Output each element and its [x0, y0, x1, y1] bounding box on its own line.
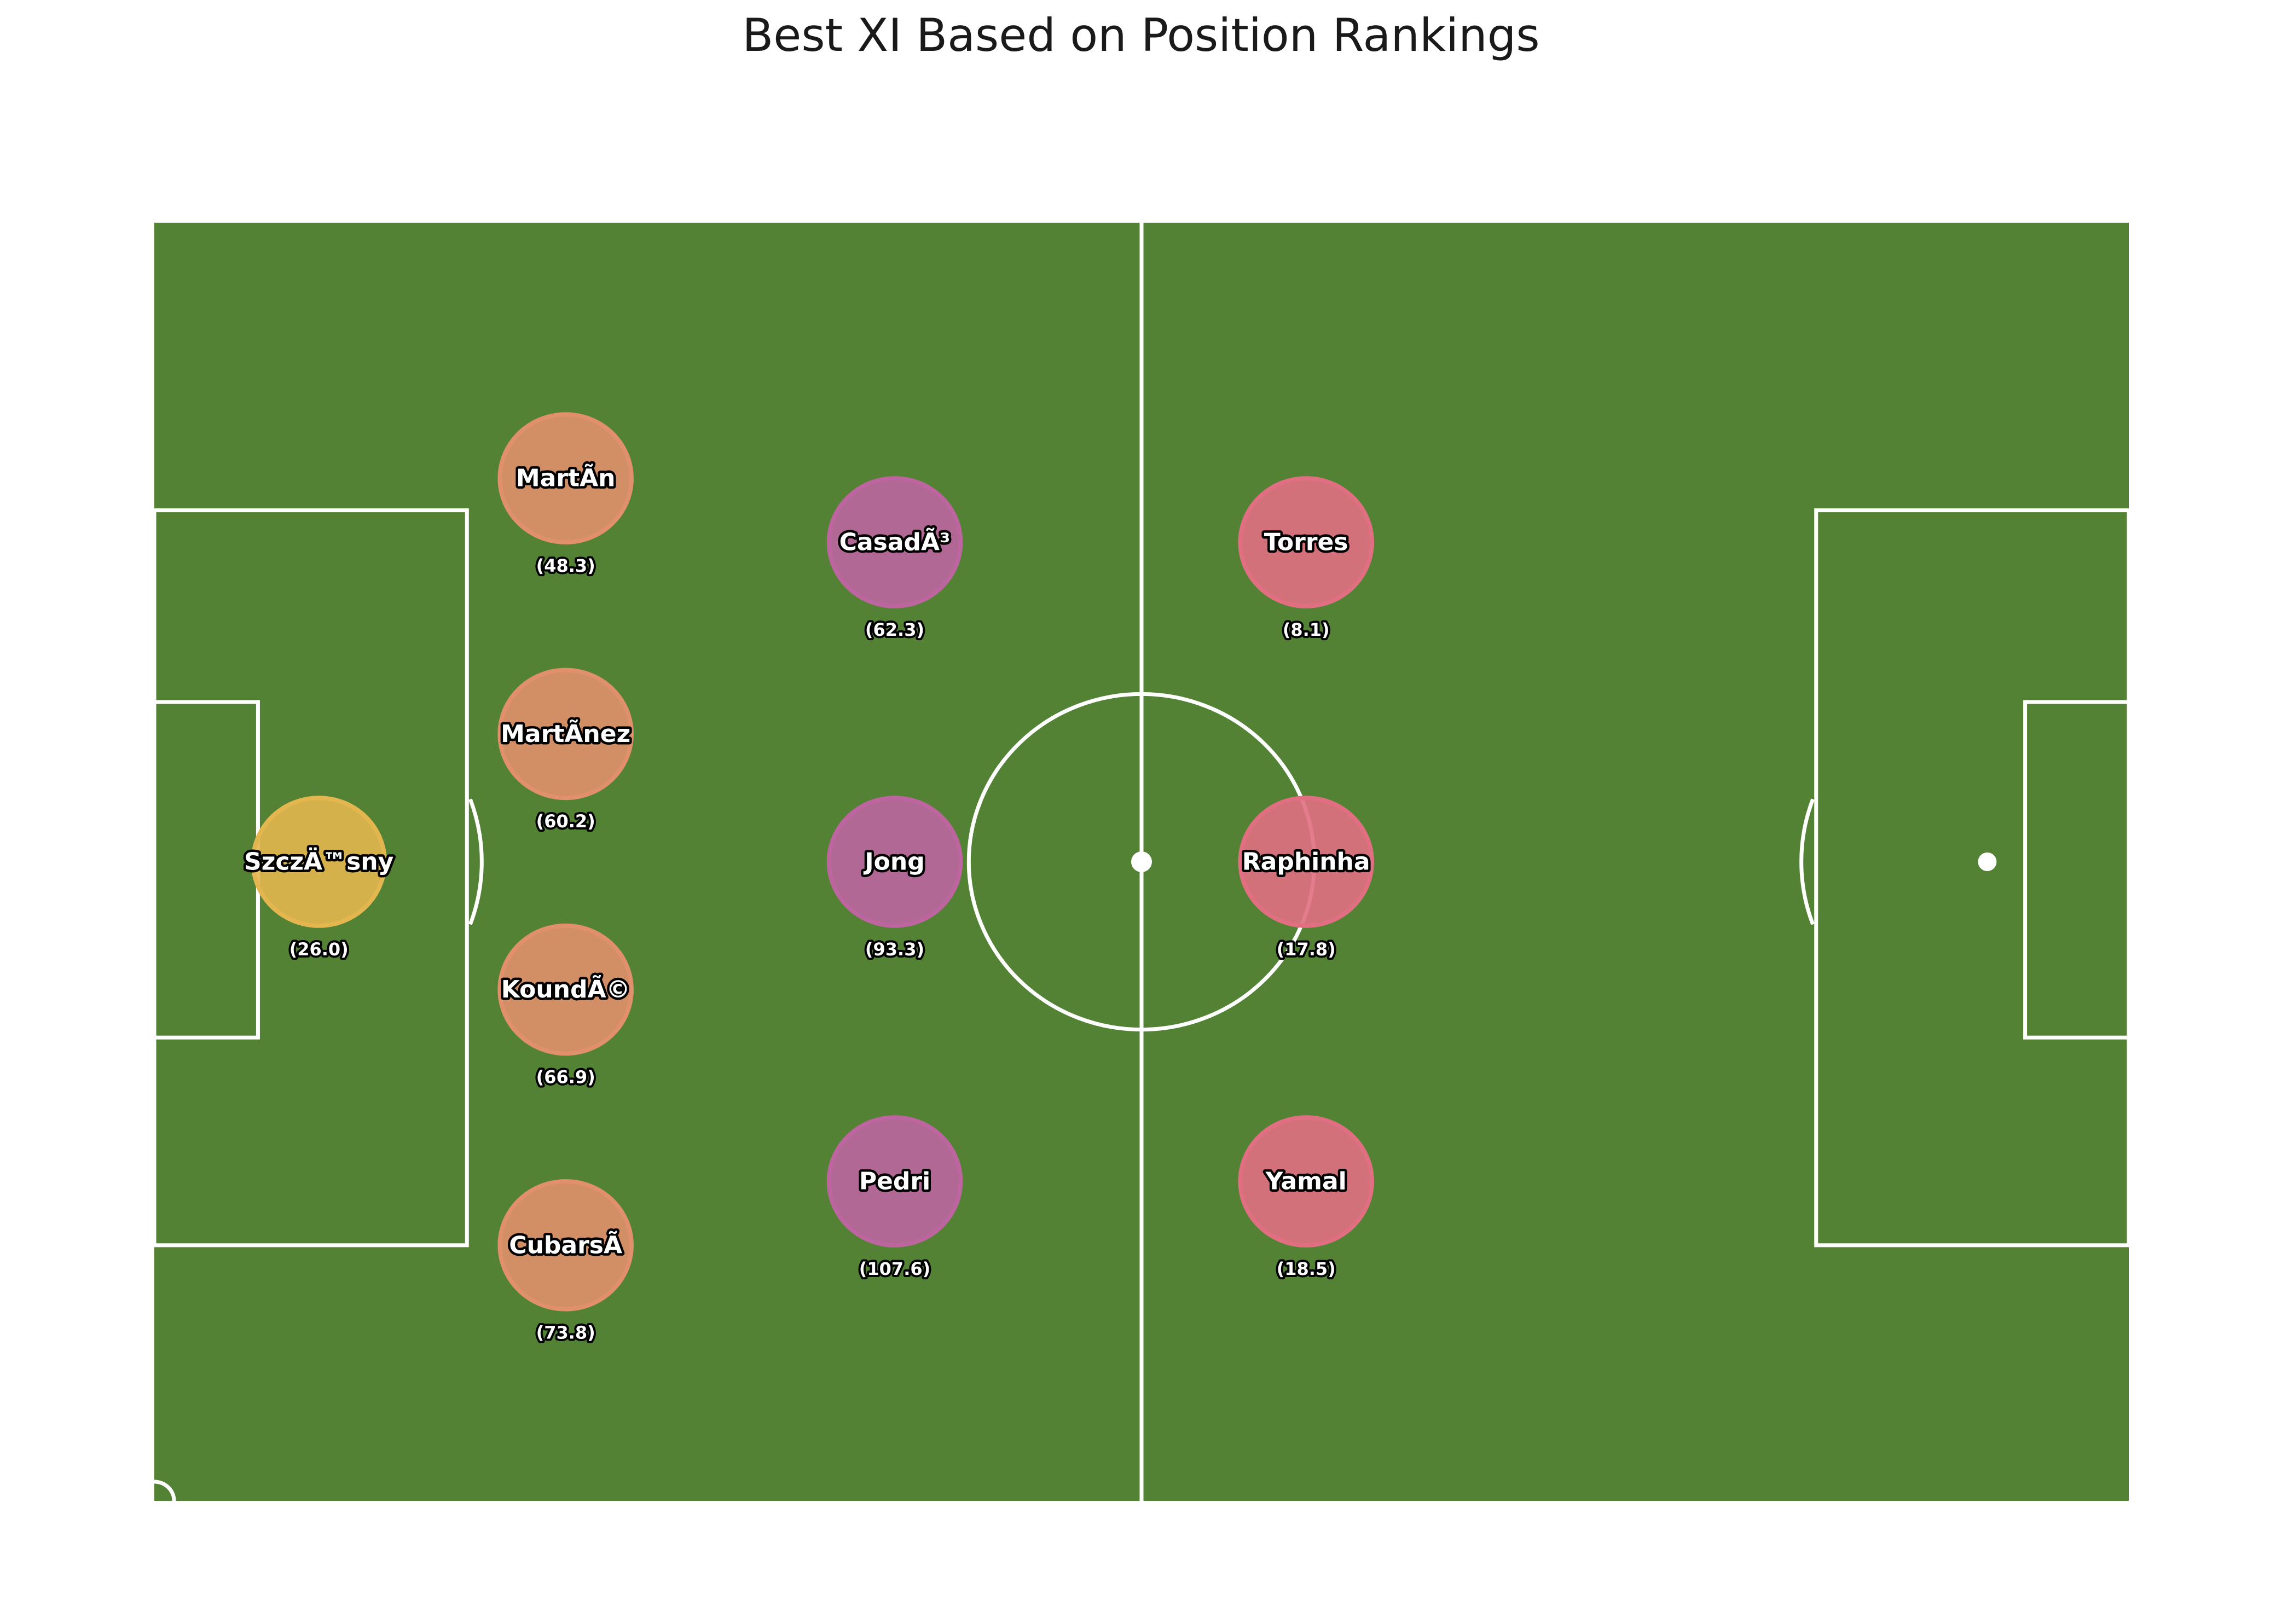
player-name-label: Torres: [1264, 529, 1348, 556]
player-dot: [826, 1115, 963, 1248]
player-dot: [251, 796, 387, 928]
pitch: [152, 223, 2131, 1501]
player-marker: MartÃ­nez (60.2): [497, 668, 634, 834]
player-dot: [1238, 1115, 1374, 1248]
corner-arc: [154, 1480, 176, 1501]
player-name-label: MartÃ­n: [516, 463, 616, 492]
player-name-label: Pedri: [859, 1168, 930, 1196]
player-marker: Jong (93.3): [826, 796, 963, 962]
player-name-label: Jong: [863, 848, 924, 876]
player-name-label: CubarsÃ­: [509, 1230, 622, 1259]
player-dot: [1238, 476, 1374, 608]
player-dot: [497, 668, 634, 801]
player-score-label: (60.2): [536, 811, 595, 832]
player-score-label: (107.6): [859, 1258, 930, 1279]
player-score-label: (66.9): [536, 1066, 595, 1087]
player-dot: [826, 796, 963, 928]
players-layer: SzczÄ™sny (26.0) MartÃ­n (48.3) MartÃ­nez (60…: [242, 412, 1374, 1345]
centre-spot: [1131, 851, 1152, 872]
right-penalty-spot: [1978, 852, 1997, 871]
player-marker: Raphinha (17.8): [1238, 796, 1374, 962]
player-marker: Yamal (18.5): [1238, 1115, 1374, 1281]
player-dot: [497, 923, 634, 1056]
player-marker: SzczÄ™sny (26.0): [242, 796, 396, 962]
player-dot: [497, 412, 634, 545]
player-name-label: Raphinha: [1242, 848, 1370, 876]
player-marker: MartÃ­n (48.3): [497, 412, 634, 578]
player-score-label: (17.8): [1277, 939, 1336, 960]
player-name-label: KoundÃ©: [501, 975, 630, 1004]
right-six-yard-box: [2023, 700, 2131, 1040]
player-name-label: Yamal: [1265, 1168, 1347, 1196]
player-marker: CasadÃ³ (62.3): [826, 476, 963, 642]
player-score-label: (62.3): [865, 619, 924, 640]
player-marker: CubarsÃ­ (73.8): [497, 1179, 634, 1345]
player-name-label: SzczÄ™sny: [244, 847, 393, 876]
player-dot: [497, 1179, 634, 1312]
player-name-label: CasadÃ³: [839, 527, 951, 556]
player-dot: [1238, 796, 1374, 928]
player-score-label: (48.3): [536, 555, 595, 576]
player-score-label: (8.1): [1283, 619, 1330, 640]
player-score-label: (73.8): [536, 1323, 595, 1343]
player-dot: [826, 476, 963, 608]
player-marker: Torres (8.1): [1238, 476, 1374, 642]
player-name-label: MartÃ­nez: [501, 719, 630, 748]
left-penalty-arc: [468, 798, 484, 925]
player-marker: Pedri (107.6): [826, 1115, 963, 1281]
chart-title: Best XI Based on Position Rankings: [742, 9, 1540, 62]
player-score-label: (26.0): [289, 939, 349, 960]
player-score-label: (93.3): [865, 939, 924, 960]
player-marker: KoundÃ© (66.9): [497, 923, 634, 1089]
right-penalty-arc: [1799, 798, 1815, 925]
player-score-label: (18.5): [1277, 1258, 1336, 1279]
